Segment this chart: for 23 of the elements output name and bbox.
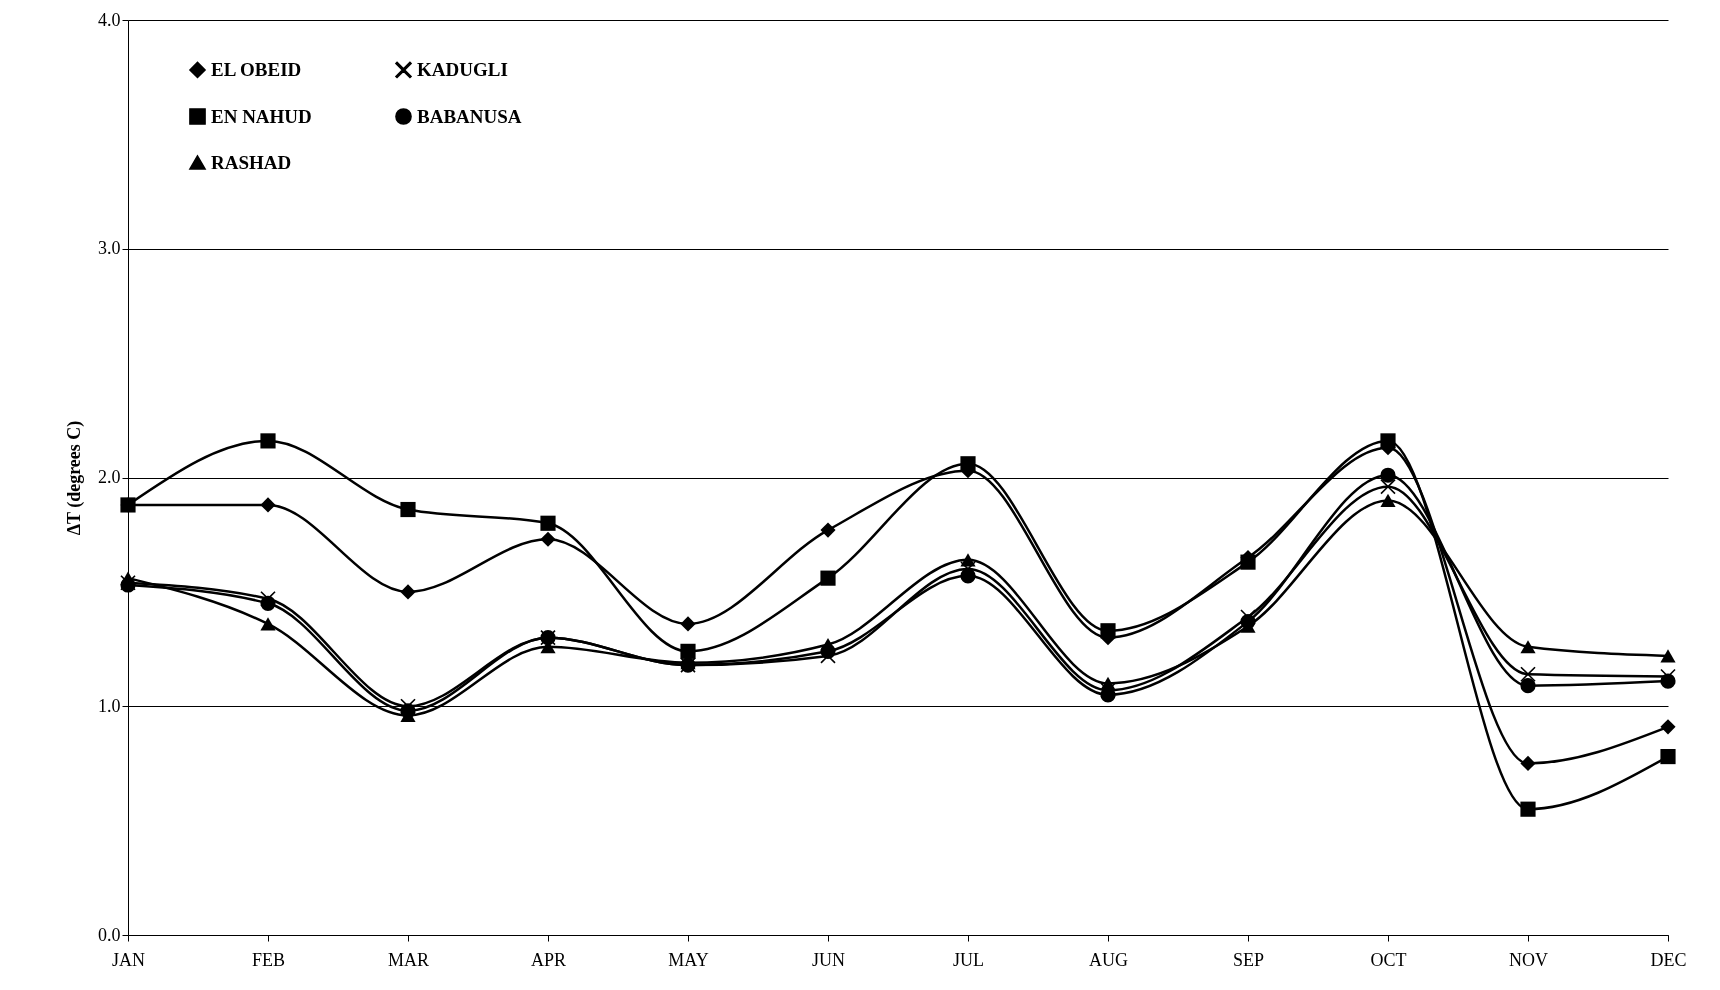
y-axis-title: ΔT (degrees C) [64, 420, 85, 536]
x-tick-label: JAN [111, 949, 146, 970]
y-tick-label: 3.0 [98, 238, 121, 259]
x-tick-label: DEC [1650, 949, 1687, 970]
x-tick-label: SEP [1232, 949, 1265, 970]
x-tick-label: FEB [251, 949, 286, 970]
legend-label: EL OBEID [211, 58, 302, 80]
y-tick-label: 4.0 [98, 9, 121, 30]
y-tick-label: 0.0 [98, 924, 121, 945]
legend-label: RASHAD [211, 151, 292, 173]
y-tick-label: 1.0 [98, 695, 121, 716]
legend-label: BABANUSA [417, 105, 522, 127]
x-tick-label: JUL [953, 949, 984, 970]
x-tick-label: APR [530, 949, 567, 970]
x-tick-label: MAR [387, 949, 430, 970]
x-tick-label: JUN [811, 949, 846, 970]
legend-label: KADUGLI [417, 58, 508, 80]
y-tick-label: 2.0 [98, 467, 121, 487]
x-tick-label: AUG [1089, 949, 1128, 970]
legend-label: EN NAHUD [211, 105, 312, 127]
x-tick-label: OCT [1370, 949, 1407, 970]
x-tick-label: MAY [668, 949, 709, 970]
x-tick-label: NOV [1509, 949, 1548, 970]
